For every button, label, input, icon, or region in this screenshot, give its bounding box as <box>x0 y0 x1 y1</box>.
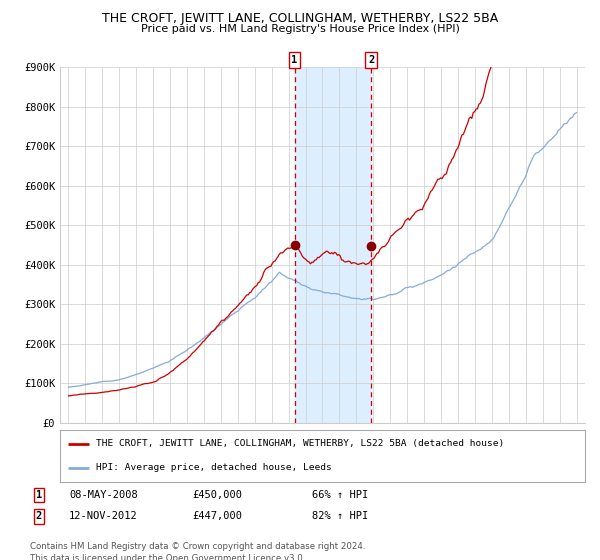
Text: This data is licensed under the Open Government Licence v3.0.: This data is licensed under the Open Gov… <box>30 554 305 560</box>
Text: Price paid vs. HM Land Registry's House Price Index (HPI): Price paid vs. HM Land Registry's House … <box>140 24 460 34</box>
Bar <box>295 67 371 423</box>
Text: £450,000: £450,000 <box>192 490 242 500</box>
Text: THE CROFT, JEWITT LANE, COLLINGHAM, WETHERBY, LS22 5BA (detached house): THE CROFT, JEWITT LANE, COLLINGHAM, WETH… <box>96 440 504 449</box>
Text: 12-NOV-2012: 12-NOV-2012 <box>69 511 138 521</box>
Text: HPI: Average price, detached house, Leeds: HPI: Average price, detached house, Leed… <box>96 463 331 472</box>
Text: 08-MAY-2008: 08-MAY-2008 <box>69 490 138 500</box>
Text: 2: 2 <box>36 511 42 521</box>
Text: 2: 2 <box>368 55 374 65</box>
Text: £447,000: £447,000 <box>192 511 242 521</box>
Text: Contains HM Land Registry data © Crown copyright and database right 2024.: Contains HM Land Registry data © Crown c… <box>30 542 365 551</box>
Text: 82% ↑ HPI: 82% ↑ HPI <box>312 511 368 521</box>
Text: 1: 1 <box>292 55 298 65</box>
Text: 1: 1 <box>36 490 42 500</box>
Text: 66% ↑ HPI: 66% ↑ HPI <box>312 490 368 500</box>
Text: THE CROFT, JEWITT LANE, COLLINGHAM, WETHERBY, LS22 5BA: THE CROFT, JEWITT LANE, COLLINGHAM, WETH… <box>102 12 498 25</box>
